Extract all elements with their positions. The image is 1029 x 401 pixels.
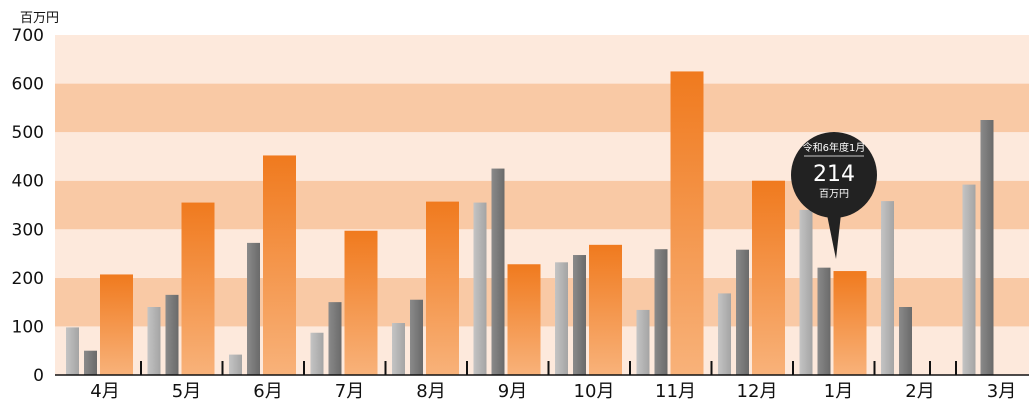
bar-series-1 [66, 327, 79, 375]
bar-series-1 [636, 309, 650, 375]
bar-series-1 [310, 332, 324, 375]
bars [66, 71, 994, 375]
bar-series-3 [833, 271, 867, 375]
bar-series-2 [247, 242, 260, 375]
bar-series-2 [410, 299, 423, 375]
grid-band [55, 132, 1029, 181]
bar-series-2 [165, 294, 179, 375]
x-tick-label: 2月 [905, 381, 934, 401]
x-tick-label: 7月 [335, 381, 364, 401]
x-tick-label: 4月 [90, 381, 119, 401]
bar-series-1 [799, 209, 813, 375]
callout-period: 令和6年度1月 [803, 141, 866, 154]
y-tick-label: 100 [12, 317, 44, 337]
bar-series-3 [752, 180, 785, 375]
grid-band [55, 326, 1029, 375]
y-tick-label: 400 [12, 172, 44, 192]
x-tick-label: 10月 [574, 381, 615, 401]
bar-series-2 [980, 120, 994, 375]
bar-series-1 [718, 293, 731, 375]
grid-band [55, 35, 1029, 84]
bar-series-2 [654, 249, 668, 375]
y-tick-label: 300 [12, 220, 44, 240]
bar-series-2 [328, 302, 342, 375]
bar-series-2 [736, 249, 749, 375]
bar-series-3 [507, 264, 541, 375]
x-tick-label: 5月 [172, 381, 201, 401]
grid-band [55, 277, 1029, 327]
bar-series-1 [881, 201, 894, 375]
x-axis-ticks: 4月 5月 6月 7月 8月 9月 10月 11月 12月 1月 2月 3月 [90, 361, 1016, 401]
bar-series-1 [147, 307, 161, 375]
bar-series-3 [100, 274, 133, 375]
x-tick-label: 12月 [737, 381, 778, 401]
y-tick-label: 700 [12, 26, 44, 46]
value-callout: 令和6年度1月 214 百万円 [791, 132, 877, 260]
bar-series-1 [473, 202, 487, 375]
x-tick-label: 3月 [987, 381, 1016, 401]
y-axis-ticks: 0 100 200 300 400 500 600 700 [12, 26, 44, 386]
bar-series-1 [229, 354, 242, 375]
callout-value: 214 [813, 162, 855, 187]
x-tick-label: 11月 [655, 381, 696, 401]
bar-series-2 [491, 168, 505, 375]
bar-series-3 [426, 201, 459, 375]
x-tick-label: 1月 [824, 381, 853, 401]
bar-series-3 [181, 202, 215, 375]
bar-series-2 [899, 307, 912, 375]
y-tick-label: 0 [33, 366, 44, 386]
bar-series-2 [817, 267, 831, 375]
callout-unit: 百万円 [819, 188, 849, 200]
grid-band [55, 83, 1029, 133]
callout-bubble [791, 132, 877, 218]
x-tick-label: 8月 [416, 381, 445, 401]
bar-series-1 [392, 323, 405, 375]
bar-series-3 [589, 244, 622, 375]
x-tick-label: 6月 [253, 381, 282, 401]
bar-series-1 [555, 262, 568, 375]
bar-series-2 [573, 255, 586, 375]
y-tick-label: 200 [12, 269, 44, 289]
y-axis-unit-label: 百万円 [20, 11, 59, 26]
callout-pointer [825, 205, 842, 260]
y-tick-label: 500 [12, 123, 44, 143]
grid-band [55, 229, 1029, 278]
y-tick-label: 600 [12, 75, 44, 95]
bar-series-3 [263, 155, 296, 375]
x-tick-label: 9月 [498, 381, 527, 401]
bar-series-2 [84, 350, 97, 375]
bar-series-3 [344, 230, 378, 375]
bar-series-3 [670, 71, 704, 375]
bar-series-1 [962, 184, 976, 375]
